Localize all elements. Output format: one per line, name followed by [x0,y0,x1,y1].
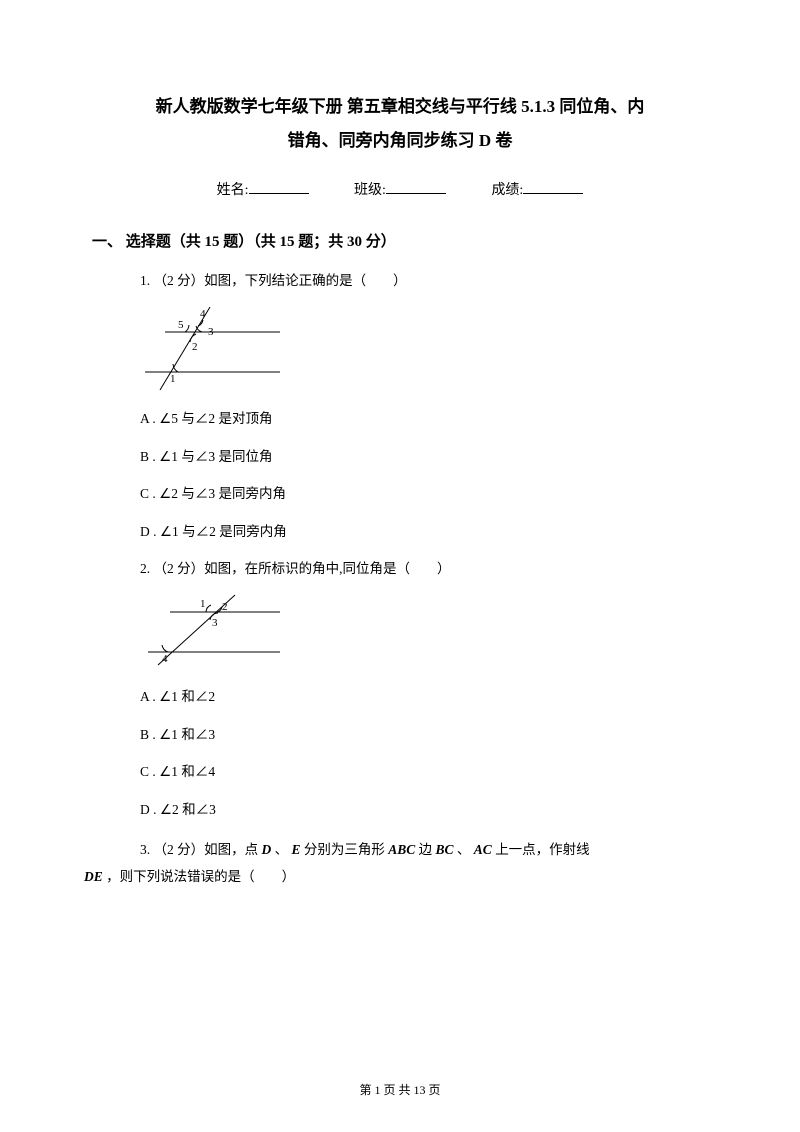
q1-option-a: A . ∠5 与∠2 是对顶角 [140,408,708,430]
q1-option-c: C . ∠2 与∠3 是同旁内角 [140,483,708,505]
q2-figure: 1 2 3 4 [140,590,708,670]
q1-option-d: D . ∠1 与∠2 是同旁内角 [140,521,708,543]
q3-AC: AC [474,842,492,857]
q2-option-c: C . ∠1 和∠4 [140,761,708,783]
q1-label-2: 2 [192,341,198,353]
q3-E: E [292,842,301,857]
q1-option-b: B . ∠1 与∠3 是同位角 [140,446,708,468]
name-blank [249,180,309,194]
question-2: 2. （2 分）如图，在所标识的角中,同位角是（ ） 1 2 3 4 [140,558,708,820]
q3-BC: BC [436,842,454,857]
q2-option-d: D . ∠2 和∠3 [140,799,708,821]
q3-suffix: ，则下列说法错误的是（ ） [103,869,295,884]
score-blank [523,180,583,194]
title-line-1: 新人教版数学七年级下册 第五章相交线与平行线 5.1.3 同位角、内 [92,90,708,124]
q1-label-1: 1 [170,373,176,385]
q2-label-4: 4 [162,653,168,665]
page-title: 新人教版数学七年级下册 第五章相交线与平行线 5.1.3 同位角、内 错角、同旁… [92,90,708,158]
q3-prefix: 3. （2 分）如图，点 [140,842,262,857]
q1-prompt: 1. （2 分）如图，下列结论正确的是（ ） [140,270,708,292]
title-line-2: 错角、同旁内角同步练习 D 卷 [92,124,708,158]
q2-option-b: B . ∠1 和∠3 [140,724,708,746]
q1-label-4: 4 [200,308,206,320]
class-label: 班级: [354,183,386,198]
q3-mid2: 边 [415,842,435,857]
info-row: 姓名: 班级: 成绩: [92,180,708,202]
name-label: 姓名: [217,183,249,198]
score-label: 成绩: [491,183,523,198]
q1-label-3: 3 [208,326,214,338]
q1-figure: 1 2 3 4 5 [140,302,708,392]
q1-label-5: 5 [178,319,184,331]
q3-sep1: 、 [271,842,291,857]
q2-label-3: 3 [212,617,218,629]
q3-sep2: 、 [454,842,474,857]
q3-ABC: ABC [388,842,415,857]
q2-label-1: 1 [200,598,206,610]
q3-DE: DE [84,869,103,884]
q3-mid1: 分别为三角形 [301,842,389,857]
section-heading: 一、 选择题（共 15 题）（共 15 题；共 30 分） [92,230,708,254]
q3-D: D [262,842,272,857]
q2-option-a: A . ∠1 和∠2 [140,686,708,708]
question-3: 3. （2 分）如图，点 D 、 E 分别为三角形 ABC 边 BC 、 AC … [112,836,708,890]
q2-label-2: 2 [222,601,228,613]
q3-mid3: 上一点，作射线 [492,842,590,857]
q2-prompt: 2. （2 分）如图，在所标识的角中,同位角是（ ） [140,558,708,580]
question-1: 1. （2 分）如图，下列结论正确的是（ ） 1 2 3 4 [140,270,708,542]
class-blank [386,180,446,194]
page-footer: 第 1 页 共 13 页 [0,1081,800,1100]
